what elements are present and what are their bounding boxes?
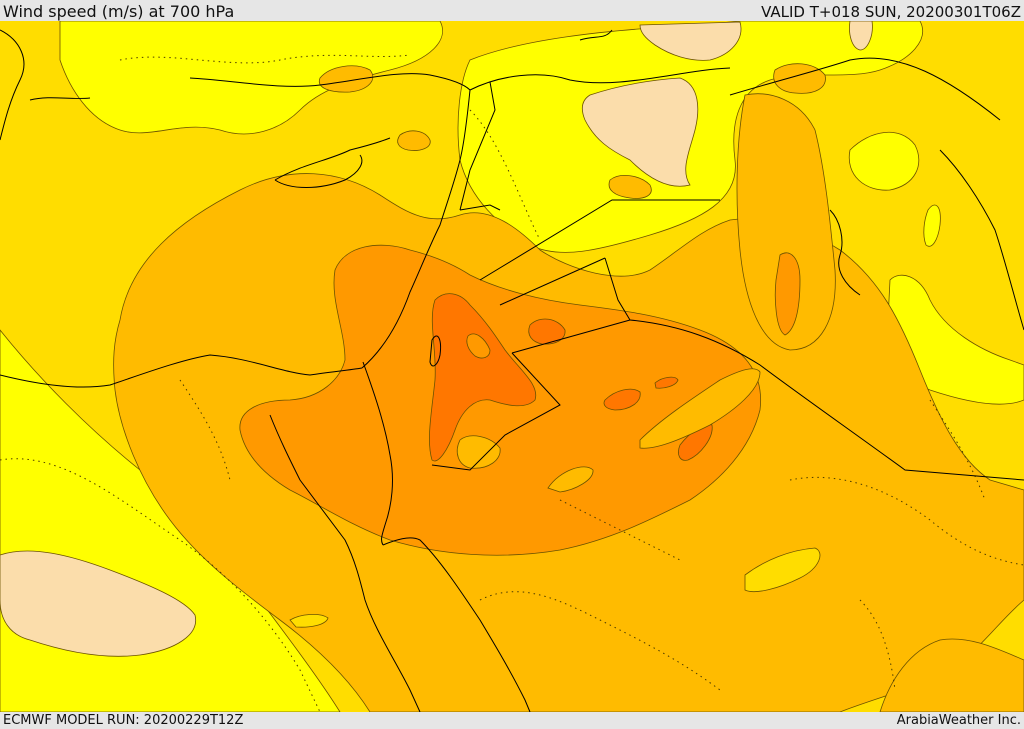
- fill-level-3-east-band: [736, 93, 836, 351]
- fill-level-2-lobe-west: [289, 614, 329, 628]
- fill-level-5-small-a: [528, 318, 566, 345]
- fill-level-3-small-a: [318, 65, 374, 93]
- coastlines: [0, 29, 1024, 712]
- valid-time: VALID T+018 SUN, 20200301T06Z: [761, 3, 1021, 21]
- fill-level-1-north: [59, 21, 443, 135]
- fill-lowest-top: [639, 21, 742, 61]
- fill-level-3-patch-a: [456, 435, 501, 469]
- fill-level-3-patch-c: [639, 368, 761, 449]
- model-run: ECMWF MODEL RUN: 20200229T12Z: [3, 713, 244, 728]
- weather-map[interactable]: [0, 21, 1024, 712]
- fill-level-1-east-sliver: [923, 204, 941, 247]
- fill-level-5-core: [429, 293, 537, 462]
- fill-level-3-small-c: [608, 175, 652, 199]
- header-bar: Wind speed (m/s) at 700 hPa VALID T+018 …: [0, 0, 1024, 21]
- fill-level-2-lobe-south: [744, 547, 821, 593]
- fill-level-3-small-b: [397, 130, 431, 151]
- country-borders: [362, 57, 1024, 481]
- dotted-isolines: [0, 54, 1024, 712]
- footer-bar: ECMWF MODEL RUN: 20200229T12Z ArabiaWeat…: [0, 712, 1024, 729]
- map-title: Wind speed (m/s) at 700 hPa: [3, 2, 235, 21]
- fill-level-5-small-b: [603, 388, 641, 411]
- fill-lowest-northeast: [581, 77, 699, 187]
- fill-level-3-patch-b: [547, 466, 594, 493]
- fill-level-4-east: [774, 252, 801, 336]
- fill-level-3-southeast: [879, 638, 1024, 712]
- fill-level-5-small-d: [654, 376, 679, 389]
- fill-level-4-hole: [466, 333, 491, 359]
- credit: ArabiaWeather Inc.: [896, 713, 1021, 728]
- fill-level-3-east-top: [773, 63, 826, 94]
- fill-level-1-east-small: [848, 131, 920, 191]
- fill-lowest-top-right: [849, 21, 873, 51]
- fill-lowest-southwest: [0, 550, 197, 657]
